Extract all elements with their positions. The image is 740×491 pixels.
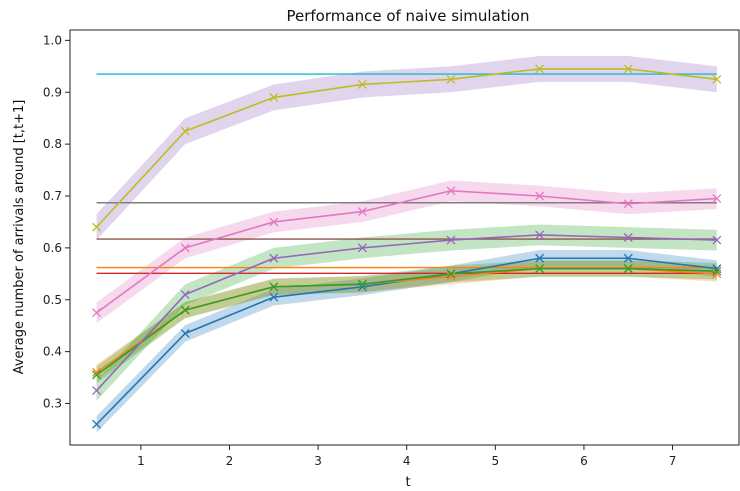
series-5-point-3 bbox=[269, 217, 279, 227]
series-5-point-7 bbox=[623, 199, 633, 209]
series-5-point-5 bbox=[446, 186, 456, 196]
y-tick-label: 0.9 bbox=[43, 85, 62, 99]
series-5-point-4 bbox=[357, 207, 367, 217]
y-tick-label: 0.4 bbox=[43, 345, 62, 359]
x-tick-label: 2 bbox=[226, 454, 234, 468]
reference-lines bbox=[96, 73, 717, 274]
confidence-band-2 bbox=[96, 260, 717, 381]
series-6-point-5 bbox=[446, 74, 456, 84]
series-2-point-5 bbox=[446, 271, 456, 281]
series-3-point-1 bbox=[92, 370, 102, 380]
series-6-point-1 bbox=[92, 222, 102, 232]
series-1-point-1 bbox=[92, 419, 102, 429]
series-3-point-4 bbox=[357, 279, 367, 289]
series-3-point-7 bbox=[623, 264, 633, 274]
series-6-point-2 bbox=[180, 126, 190, 136]
series-1-point-3 bbox=[269, 292, 279, 302]
series-3-point-6 bbox=[535, 264, 545, 274]
series-1-point-2 bbox=[180, 329, 190, 338]
series-1-point-4 bbox=[357, 282, 367, 292]
x-tick-label: 5 bbox=[492, 454, 500, 468]
series-4-point-3 bbox=[269, 253, 279, 263]
series-4-point-4 bbox=[357, 243, 367, 253]
x-tick-label: 6 bbox=[580, 454, 588, 468]
y-tick-label: 0.7 bbox=[43, 189, 62, 203]
series-6-point-3 bbox=[269, 92, 279, 102]
y-tick-label: 0.6 bbox=[43, 241, 62, 255]
x-axis-title: t bbox=[405, 475, 410, 490]
series-6-point-7 bbox=[623, 64, 633, 74]
series-6-point-4 bbox=[357, 80, 367, 89]
x-tick-label: 4 bbox=[403, 454, 411, 468]
x-tick-label: 1 bbox=[137, 454, 145, 468]
y-axis-title: Average number of arrivals around [t,t+1… bbox=[12, 100, 27, 375]
series-3-point-5 bbox=[446, 269, 456, 279]
confidence-band-6 bbox=[96, 55, 717, 241]
series-4-point-8 bbox=[712, 235, 722, 245]
series-2-point-1 bbox=[92, 367, 102, 377]
series-line-5 bbox=[96, 190, 717, 314]
series-3-point-8 bbox=[712, 266, 722, 276]
series-5-point-1 bbox=[92, 308, 102, 318]
series-4-point-2 bbox=[180, 290, 190, 300]
series-line-4 bbox=[95, 234, 717, 392]
series-5-point-6 bbox=[535, 191, 545, 201]
series-4-point-5 bbox=[446, 235, 456, 245]
y-tick-label: 1.0 bbox=[43, 33, 62, 47]
series-5-point-2 bbox=[180, 243, 190, 253]
x-tick-label: 7 bbox=[669, 454, 677, 468]
series-3-point-2 bbox=[180, 305, 190, 315]
series-2-point-8 bbox=[712, 269, 722, 279]
chart-title: Performance of naive simulation bbox=[287, 7, 530, 25]
series-markers bbox=[92, 64, 722, 429]
series-6-point-8 bbox=[712, 74, 722, 84]
series-1-point-6 bbox=[535, 253, 545, 263]
series-lines bbox=[95, 68, 717, 425]
series-line-3 bbox=[96, 267, 717, 376]
series-4-point-1 bbox=[92, 386, 102, 395]
x-tick-label: 3 bbox=[314, 454, 322, 468]
series-4-point-7 bbox=[623, 233, 633, 242]
series-4-point-6 bbox=[535, 230, 545, 240]
confidence-band-3 bbox=[96, 260, 717, 384]
series-6-point-6 bbox=[535, 64, 545, 74]
confidence-band-4 bbox=[96, 224, 717, 401]
y-tick-label: 0.3 bbox=[43, 397, 62, 411]
series-5-point-8 bbox=[712, 194, 722, 204]
y-tick-label: 0.8 bbox=[43, 137, 62, 151]
series-1-point-7 bbox=[623, 253, 633, 263]
series-3-point-3 bbox=[269, 282, 279, 292]
plot-area-frame bbox=[69, 29, 740, 446]
confidence-band-5 bbox=[96, 180, 717, 324]
x-axis-ticks: 1 2 3 4 5 6 7 bbox=[137, 445, 676, 468]
y-axis-ticks: 0.3 0.4 0.5 0.6 0.7 0.8 0.9 1.0 bbox=[43, 33, 70, 411]
y-tick-label: 0.5 bbox=[43, 293, 62, 307]
series-line-6 bbox=[95, 68, 717, 228]
